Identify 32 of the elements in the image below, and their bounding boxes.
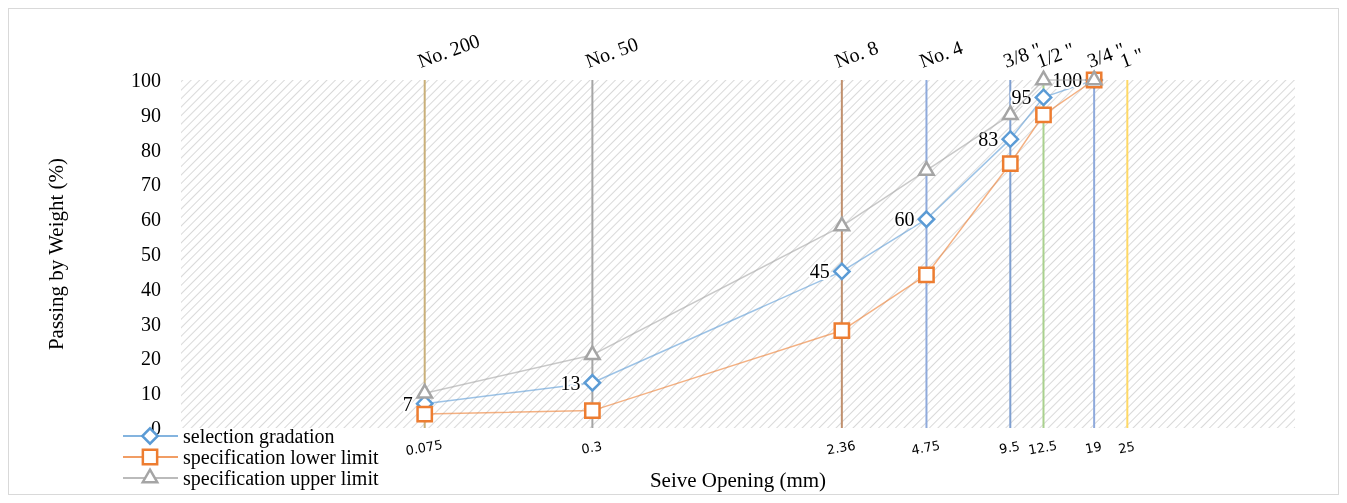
data-label: 45 bbox=[809, 260, 830, 283]
y-tick-label: 10 bbox=[141, 382, 161, 405]
data-label: 100 bbox=[1052, 69, 1083, 91]
annotation: No. 4 bbox=[916, 35, 966, 72]
annotation: No. 50 bbox=[582, 32, 641, 72]
x-tick-label: 2.36 bbox=[825, 437, 857, 458]
x-tick-label: 9.5 bbox=[998, 438, 1021, 457]
y-axis-title: Passing by Weight (%) bbox=[44, 157, 68, 351]
y-tick-label: 70 bbox=[141, 173, 161, 196]
x-axis-title: Seive Opening (mm) bbox=[649, 468, 827, 492]
data-label: 60 bbox=[894, 208, 915, 231]
annotation: No. 200 bbox=[414, 29, 483, 72]
y-tick-label: 20 bbox=[141, 347, 161, 370]
y-tick-label: 80 bbox=[141, 138, 161, 161]
y-tick-label: 100 bbox=[131, 69, 161, 91]
y-tick-label: 40 bbox=[141, 277, 161, 300]
x-tick-label: 19 bbox=[1083, 438, 1103, 457]
legend-label: selection gradation bbox=[183, 425, 335, 448]
data-label: 83 bbox=[978, 128, 999, 151]
x-tick-label: 0.075 bbox=[404, 436, 444, 459]
y-tick-label: 90 bbox=[141, 103, 161, 126]
data-label: 7 bbox=[402, 392, 413, 415]
x-tick-label: 25 bbox=[1117, 438, 1136, 457]
y-tick-label: 60 bbox=[141, 208, 161, 231]
x-tick-label: 12.5 bbox=[1027, 437, 1059, 458]
x-tick-label: 4.75 bbox=[910, 437, 942, 458]
x-tick-label: 0.3 bbox=[580, 438, 604, 457]
y-tick-label: 50 bbox=[141, 243, 161, 265]
data-label: 95 bbox=[1011, 86, 1032, 109]
data-label: 13 bbox=[560, 371, 581, 394]
annotation: No. 8 bbox=[831, 35, 881, 72]
y-tick-label: 30 bbox=[141, 312, 161, 335]
